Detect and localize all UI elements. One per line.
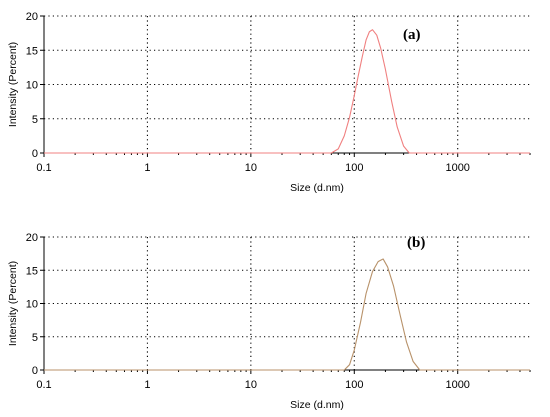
panel-2-ytick-label-5: 5 <box>32 332 38 344</box>
panel-2-label: (b) <box>407 235 425 251</box>
panel-1-xtick-label-10: 10 <box>245 162 257 174</box>
panel-1-ytick-label-20: 20 <box>26 11 38 23</box>
panel-1-y-axis-title: Intensity (Percent) <box>7 42 19 127</box>
panel-2-xtick-label-0.1: 0.1 <box>36 379 51 391</box>
panel-2-y-axis-title: Intensity (Percent) <box>7 261 19 346</box>
panel-1-ytick-label-15: 15 <box>26 45 38 57</box>
panel-2-xtick-label-100: 100 <box>345 379 363 391</box>
panel-1-label: (a) <box>403 27 421 43</box>
panel-2-xtick-label-10: 10 <box>245 379 257 391</box>
panel-1-xtick-label-1000: 1000 <box>445 162 469 174</box>
panel-2-ytick-label-10: 10 <box>26 299 38 311</box>
panel-2-series-line <box>44 258 530 371</box>
panel-1-xtick-label-1: 1 <box>144 162 150 174</box>
panel-1-x-axis-title: Size (d.nm) <box>290 182 344 194</box>
panel-1-ytick-label-5: 5 <box>32 114 38 126</box>
panel-2-xtick-label-1000: 1000 <box>445 379 469 391</box>
panel-2-ytick-label-15: 15 <box>26 265 38 277</box>
panel-1-xtick-label-100: 100 <box>345 162 363 174</box>
panel-2-ytick-label-0: 0 <box>32 365 38 377</box>
panel-1-ytick-label-10: 10 <box>26 80 38 92</box>
panel-2-xtick-label-1: 1 <box>144 379 150 391</box>
panel-2-x-axis-title: Size (d.nm) <box>290 399 344 411</box>
panel-2-ytick-label-20: 20 <box>26 232 38 244</box>
panel-1-ytick-label-0: 0 <box>32 148 38 160</box>
panel-1-xtick-label-0.1: 0.1 <box>36 162 51 174</box>
